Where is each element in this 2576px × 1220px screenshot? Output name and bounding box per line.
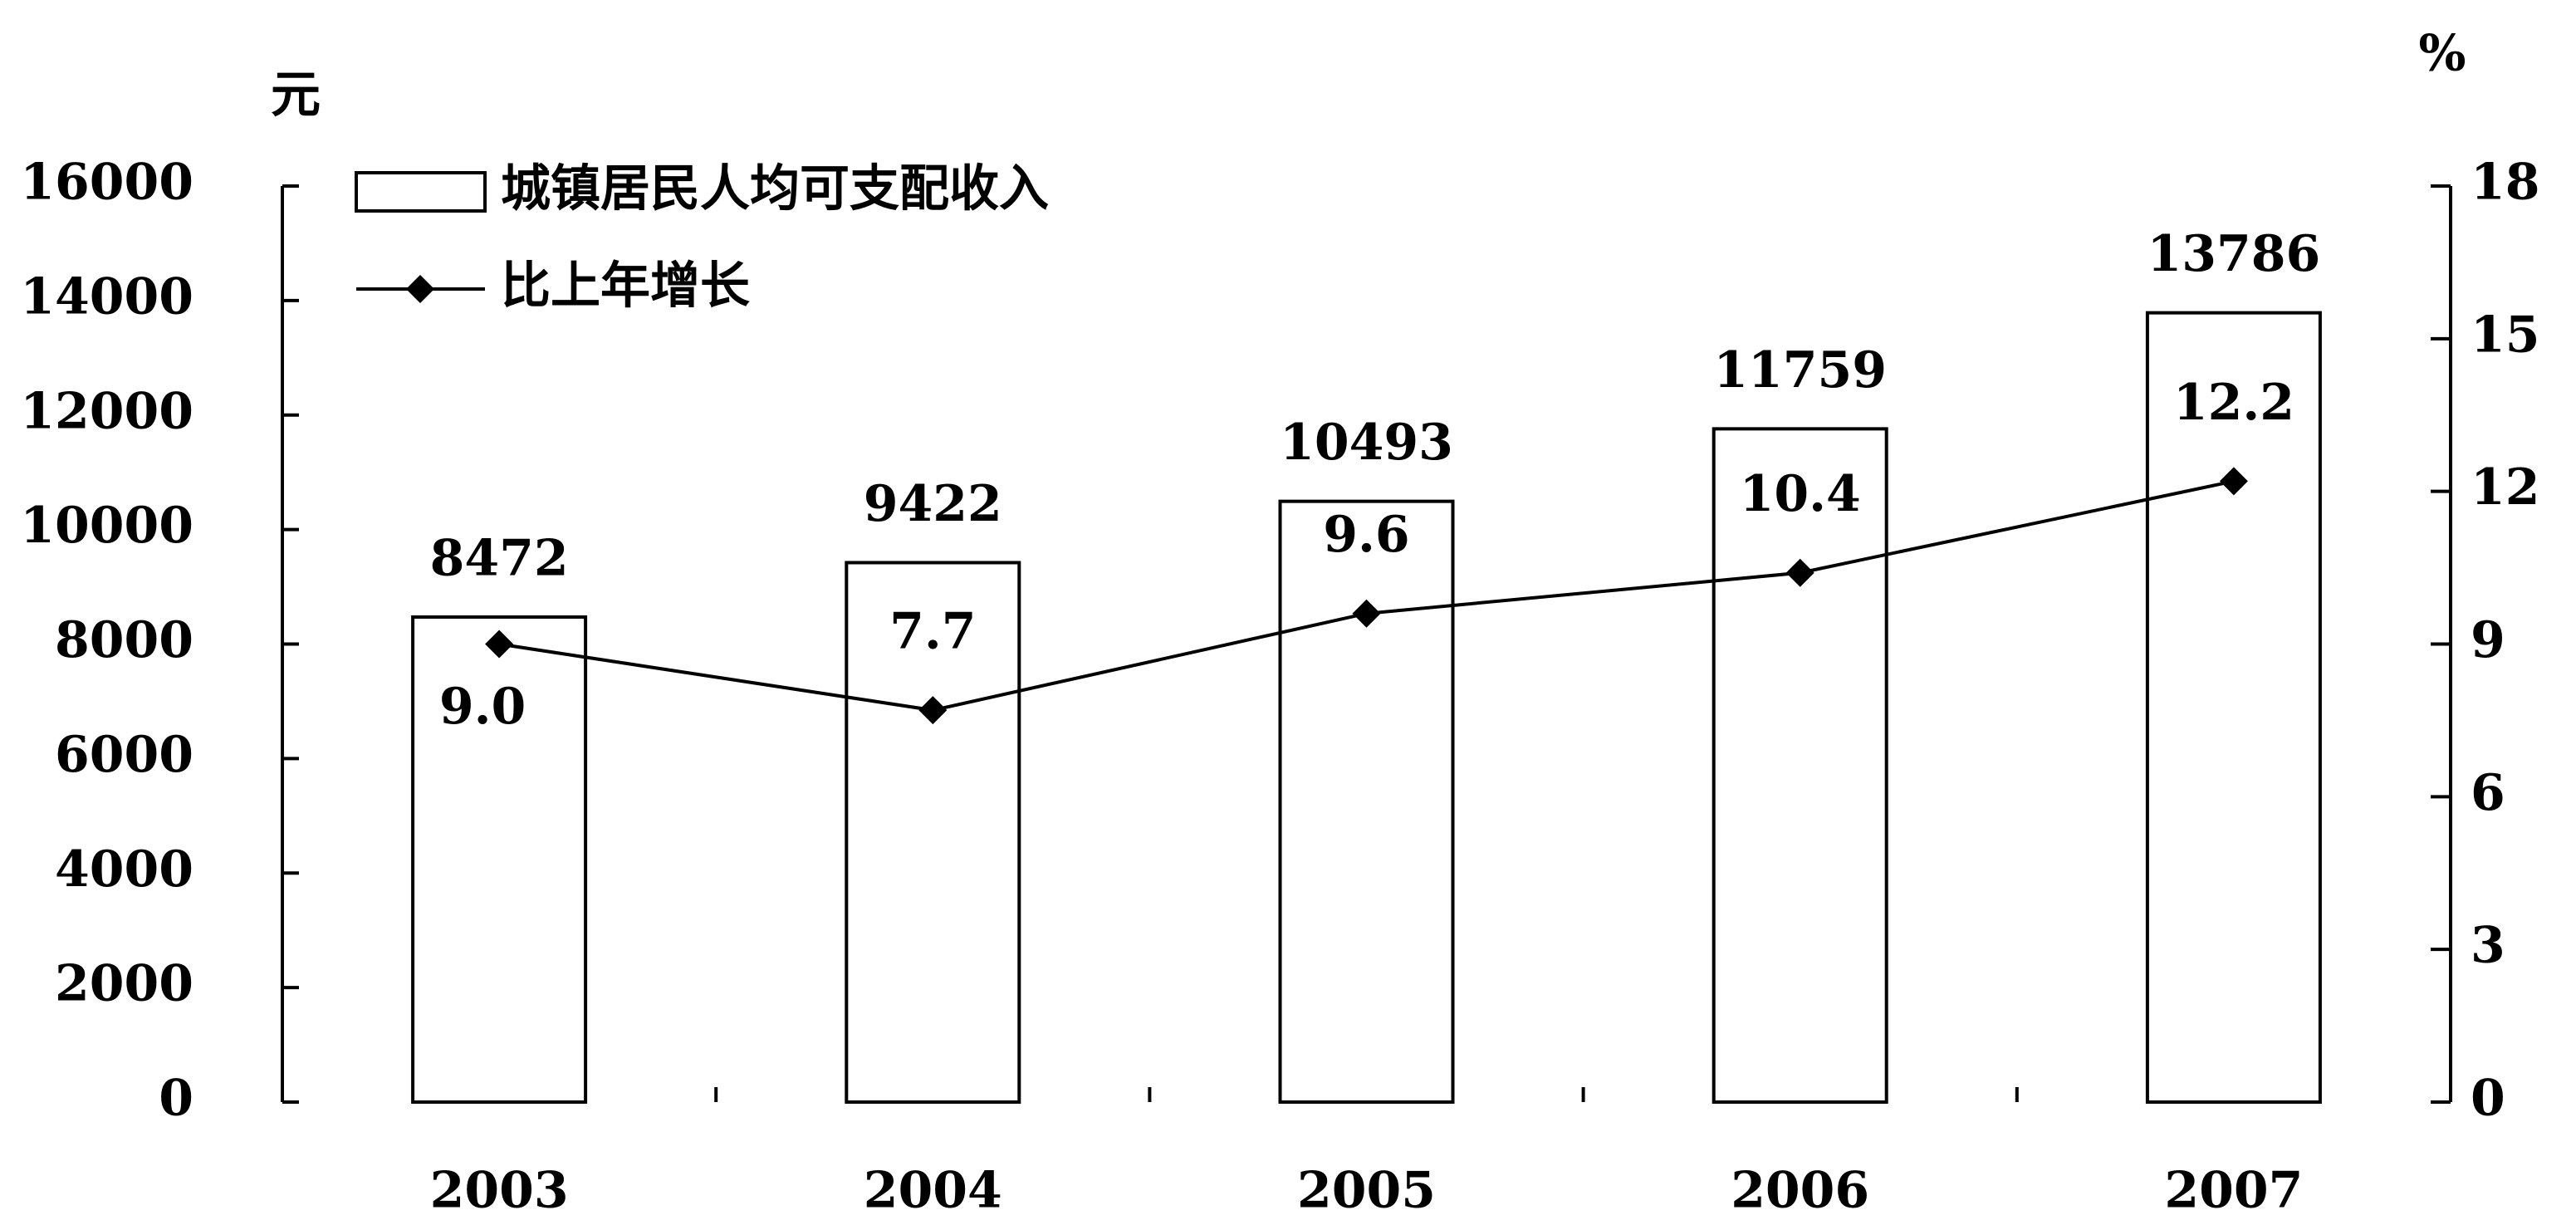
x-tick-label: 2007 — [2164, 1162, 2303, 1220]
line-value-label: 12.2 — [2173, 374, 2294, 432]
y-tick-label: 2000 — [55, 955, 193, 1013]
x-tick-label: 2004 — [864, 1162, 1002, 1220]
bar-value-label: 9422 — [864, 475, 1002, 533]
bar — [845, 561, 1021, 1104]
line-value-label: 10.4 — [1740, 465, 1861, 523]
x-tick-label: 2006 — [1731, 1162, 1869, 1220]
line-marker — [2219, 467, 2248, 496]
legend-swatch — [355, 171, 487, 213]
y2-tick-label: 12 — [2471, 458, 2540, 517]
line-marker — [1785, 558, 1814, 587]
legend-label: 比上年增长 — [501, 257, 750, 316]
y-tick-label: 0 — [159, 1070, 193, 1128]
y-tick-label: 16000 — [20, 154, 193, 212]
line-value-label: 9.6 — [1323, 506, 1409, 564]
x-tick-label: 2005 — [1297, 1162, 1436, 1220]
y-tick-label: 8000 — [55, 611, 193, 669]
y-tick-label: 6000 — [55, 726, 193, 784]
y2-tick-label: 9 — [2471, 611, 2505, 669]
y2-tick-label: 3 — [2471, 917, 2505, 975]
bar-value-label: 10493 — [1280, 414, 1453, 472]
bar — [1712, 427, 1888, 1104]
y2-axis-label: % — [2418, 25, 2466, 83]
x-tick-label: 2003 — [430, 1162, 569, 1220]
line-value-label: 9.0 — [439, 678, 526, 736]
bar-value-label: 11759 — [1713, 341, 1887, 399]
y2-tick-label: 0 — [2471, 1070, 2505, 1128]
line-marker — [485, 630, 514, 659]
bar-value-label: 8472 — [430, 529, 569, 587]
y-axis-label: 元 — [271, 66, 321, 125]
y2-tick-label: 15 — [2471, 306, 2540, 364]
legend-marker — [406, 275, 434, 303]
y-tick-label: 12000 — [20, 382, 193, 440]
line-value-label: 7.7 — [889, 603, 976, 661]
y-tick-label: 10000 — [20, 497, 193, 555]
bar-value-label: 13786 — [2147, 225, 2321, 283]
y-tick-label: 14000 — [20, 267, 193, 326]
bar — [411, 615, 588, 1104]
line-marker — [918, 696, 948, 725]
line-marker — [1352, 599, 1381, 628]
y-tick-label: 4000 — [55, 840, 193, 899]
y2-tick-label: 6 — [2471, 764, 2505, 822]
bar — [2145, 311, 2322, 1104]
y2-tick-label: 18 — [2471, 154, 2540, 212]
bar — [1278, 499, 1455, 1104]
legend-label: 城镇居民人均可支配收入 — [501, 160, 1049, 218]
